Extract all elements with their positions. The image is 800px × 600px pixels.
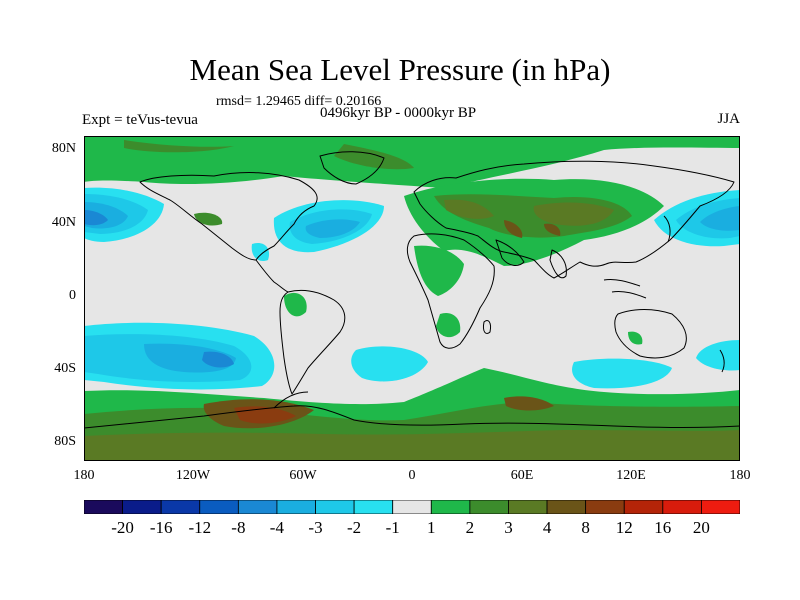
lat-label-0: 0: [69, 288, 76, 303]
colorbar-box: [546, 500, 587, 514]
map-frame: [84, 136, 740, 461]
chart-title: Mean Sea Level Pressure (in hPa): [189, 52, 611, 87]
colorbar-box: [276, 500, 316, 514]
lon-label-180w: 180: [73, 468, 95, 483]
colorbar-box: [585, 500, 625, 514]
colorbar-box: [353, 500, 394, 514]
colorbar-box: [701, 500, 740, 514]
colorbar-label: 20: [692, 518, 710, 537]
lat-label-80n: 80N: [51, 141, 76, 156]
lon-label-0: 0: [408, 468, 416, 483]
pressure-anomaly-map: [84, 136, 740, 461]
colorbar-label: -3: [308, 518, 323, 537]
lon-label-180e: 180: [729, 468, 751, 483]
colorbar-box: [237, 500, 278, 514]
colorbar-label: -8: [231, 518, 246, 537]
colorbar-box: [469, 500, 509, 514]
colorbar: [84, 500, 740, 514]
colorbar-label: 2: [465, 518, 475, 537]
lat-label-40s: 40S: [54, 361, 76, 376]
colorbar-box: [508, 500, 548, 514]
colorbar-label: -2: [347, 518, 362, 537]
colorbar-label: -1: [385, 518, 400, 537]
anomaly-fields: [84, 136, 740, 461]
stats-line: rmsd= 1.29465 diff= 0.20166: [216, 94, 382, 109]
period-label: 0496kyr BP - 0000kyr BP: [320, 105, 477, 121]
colorbar-box: [430, 500, 471, 514]
coastlines: [84, 151, 740, 429]
colorbar-label: 12: [615, 518, 633, 537]
colorbar-box: [199, 500, 239, 514]
lon-label-120e: 120E: [616, 468, 646, 483]
colorbar-box: [122, 500, 162, 514]
colorbar-box: [160, 500, 201, 514]
colorbar-box: [315, 500, 355, 514]
lat-label-40n: 40N: [51, 215, 76, 230]
colorbar-box: [662, 500, 702, 514]
colorbar-label: -4: [269, 518, 284, 537]
colorbar-label: 3: [504, 518, 513, 537]
lat-label-80s: 80S: [54, 434, 76, 449]
lon-label-60w: 60W: [289, 468, 317, 483]
season-label: JJA: [717, 111, 740, 127]
colorbar-box: [392, 500, 432, 514]
colorbar-label: -20: [111, 518, 134, 537]
lon-label-60e: 60E: [510, 468, 534, 483]
colorbar-label: -12: [188, 518, 212, 537]
colorbar-label: 16: [654, 518, 672, 537]
experiment-label: Expt = teVus-tevua: [82, 112, 198, 128]
colorbar-box: [623, 500, 664, 514]
colorbar-label: -16: [149, 518, 173, 537]
colorbar-label: 1: [427, 518, 436, 537]
colorbar-label: 4: [542, 518, 552, 537]
lon-label-120w: 120W: [175, 468, 211, 483]
colorbar-box: [84, 500, 123, 514]
colorbar-label: 8: [581, 518, 590, 537]
